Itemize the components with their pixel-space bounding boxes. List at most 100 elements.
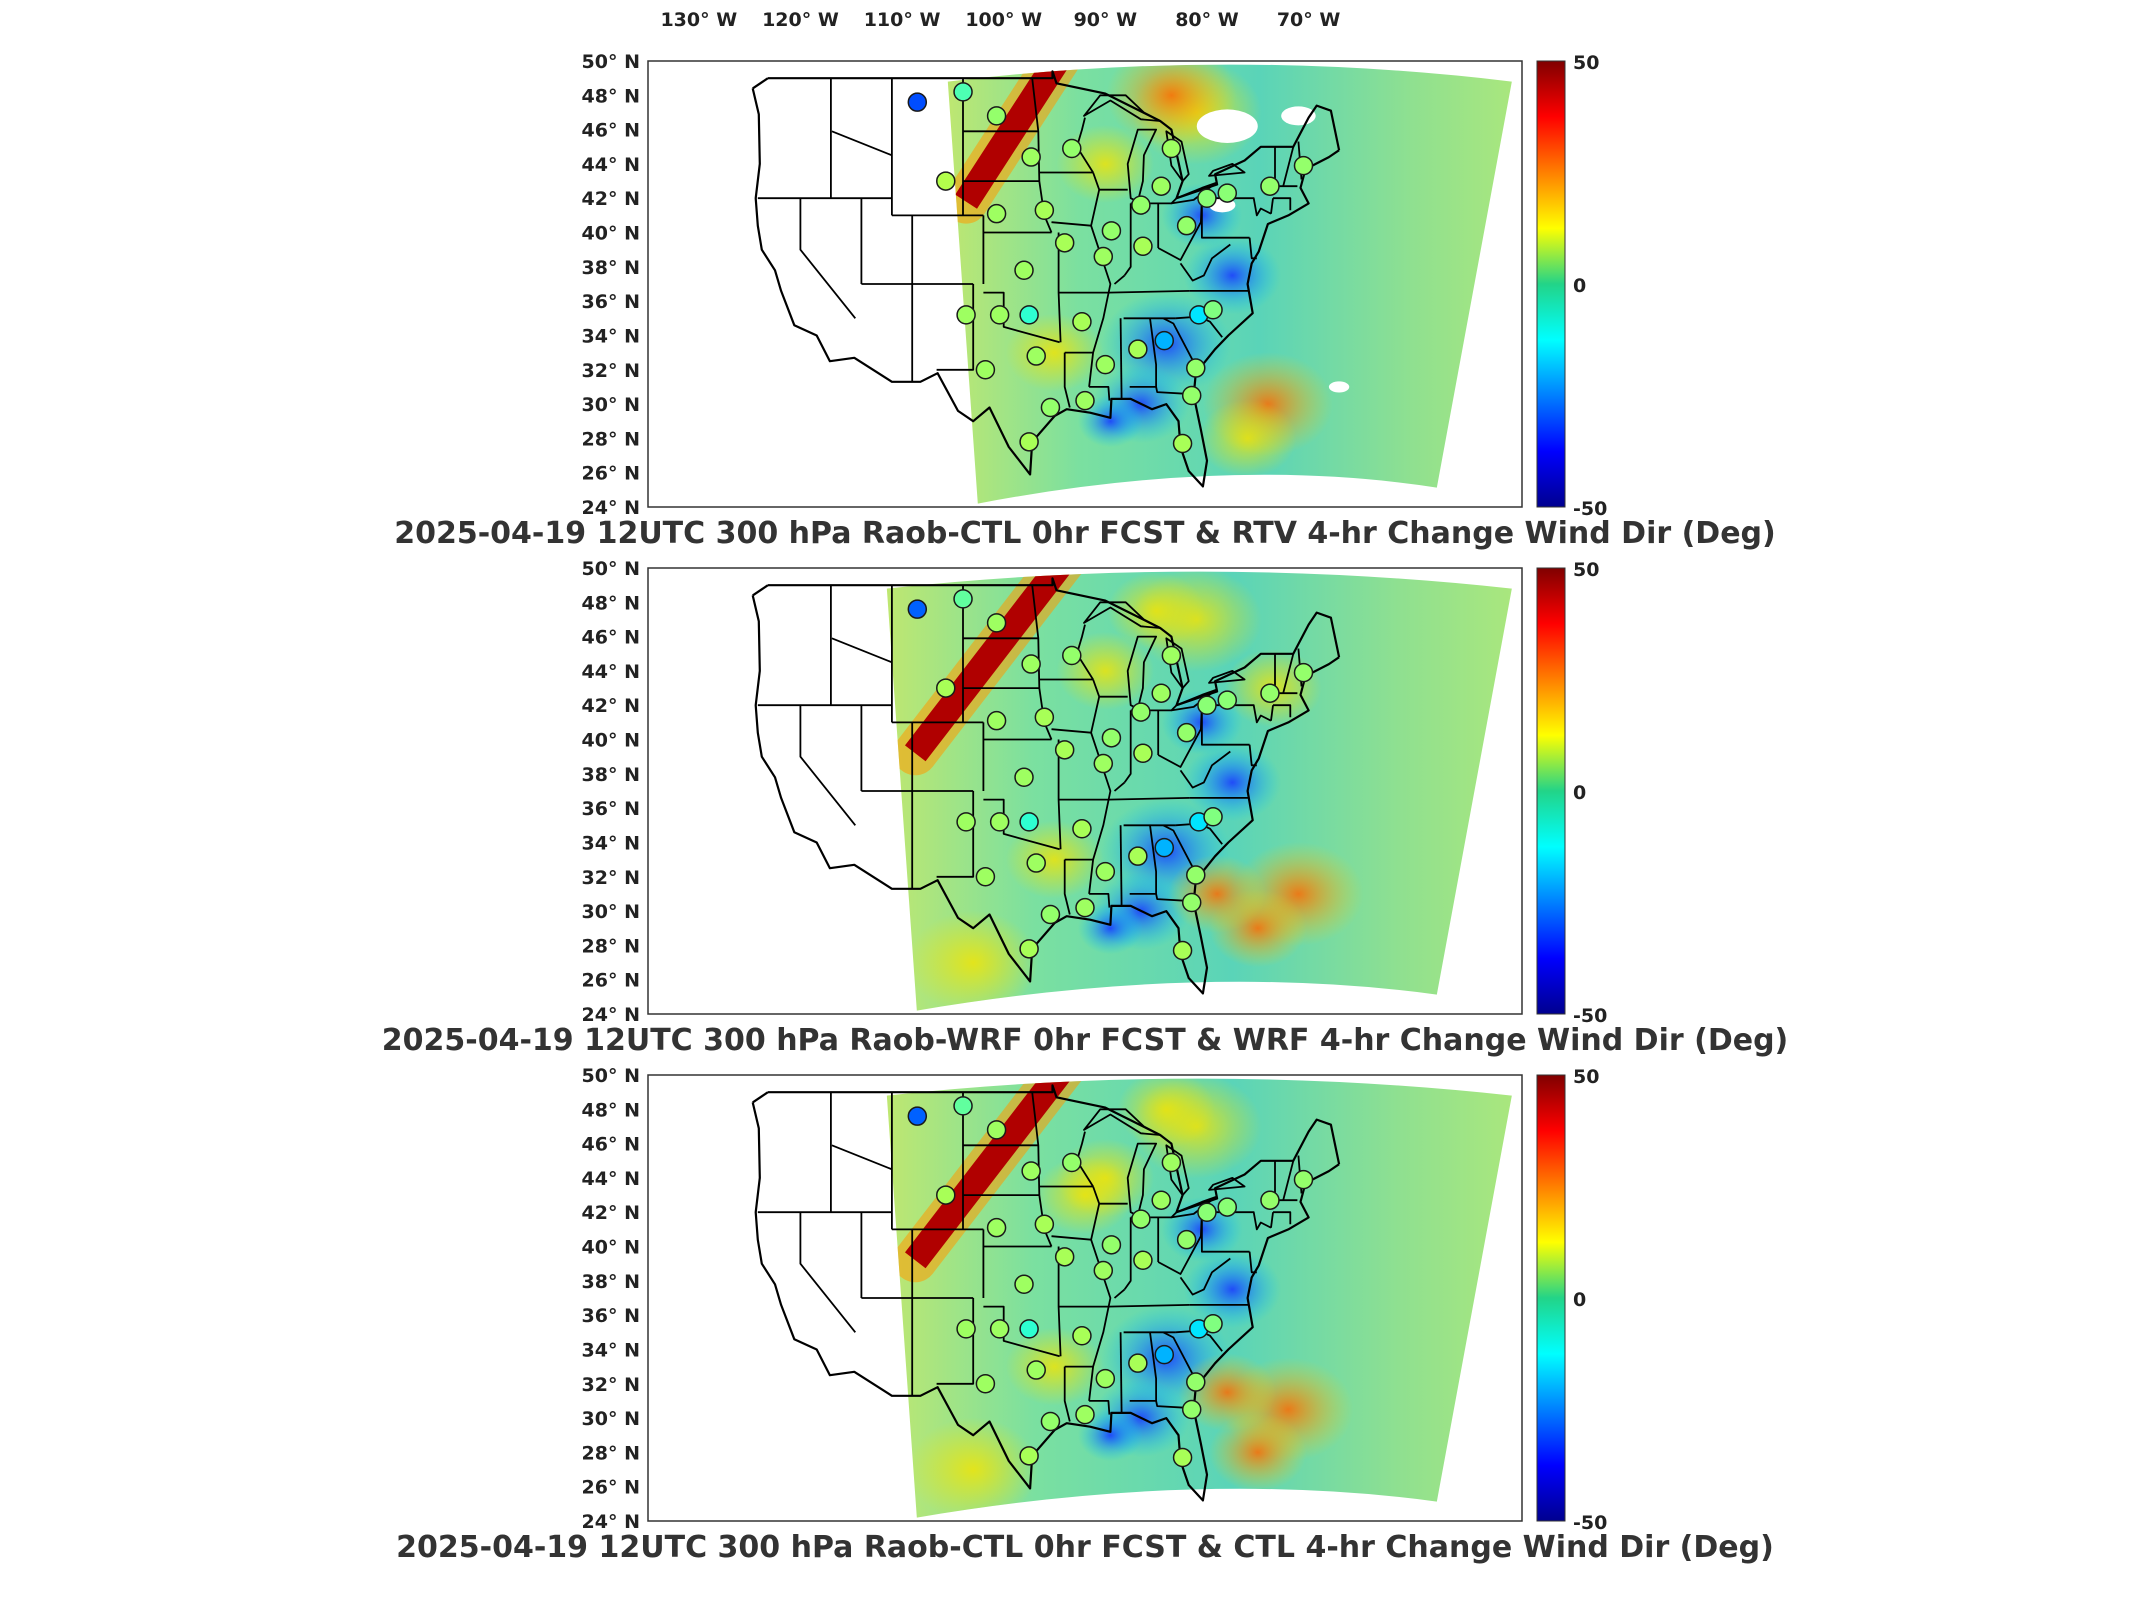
latitude-label: 32° N: [582, 867, 640, 889]
state-boundary: [1179, 1257, 1231, 1296]
latitude-label: 30° N: [582, 1408, 640, 1430]
state-boundary: [1179, 243, 1231, 282]
raob-station-marker: [1133, 743, 1153, 764]
raob-station-marker: [1131, 702, 1151, 722]
panel-title: 2025-04-19 12UTC 300 hPa Raob-CTL 0hr FC…: [396, 1530, 1774, 1565]
colorbar-tick-label: 0: [1573, 275, 1586, 297]
raob-station-marker: [1133, 1250, 1153, 1271]
great-lake: [1083, 94, 1162, 122]
state-boundary: [1123, 203, 1132, 276]
latitude-label: 34° N: [582, 1339, 640, 1361]
state-boundary: [1149, 1332, 1157, 1401]
state-boundary: [1270, 1212, 1274, 1228]
great-lake: [1208, 1177, 1246, 1191]
state-boundary: [1248, 237, 1257, 260]
great-lake: [1165, 130, 1190, 182]
state-boundary: [831, 637, 893, 664]
raob-station-marker: [989, 812, 1010, 832]
raob-station-marker: [1151, 176, 1171, 196]
latitude-label: 28° N: [582, 428, 640, 450]
raob-station-marker: [1197, 188, 1217, 208]
raob-station-marker: [1181, 1399, 1202, 1420]
latitude-label: 48° N: [582, 592, 640, 614]
state-boundary: [1051, 728, 1092, 734]
raob-station-marker: [1128, 339, 1148, 359]
raob-station-marker: [1019, 1319, 1039, 1339]
raob-station-marker: [1054, 740, 1075, 760]
raob-station-marker: [1176, 215, 1197, 236]
raob-station-marker: [1176, 722, 1197, 743]
raob-station-marker: [1186, 865, 1206, 885]
raob-station-marker: [1176, 1229, 1197, 1250]
raob-station-marker: [1054, 1247, 1075, 1267]
latitude-labels: 50° N 48° N 46° N 44° N 42° N 40° N 38° N 36° N…: [582, 51, 640, 519]
raob-station-marker: [1151, 1190, 1171, 1210]
state-boundary: [1270, 705, 1274, 721]
raob-stations: [907, 82, 1314, 454]
state-boundary: [1051, 1235, 1092, 1241]
state-boundary: [1076, 117, 1094, 173]
raob-station-marker: [1062, 138, 1082, 159]
state-boundary: [1209, 1211, 1272, 1231]
state-boundary: [1063, 1366, 1071, 1422]
raob-station-marker: [1186, 1372, 1206, 1392]
latitude-label: 30° N: [582, 394, 640, 416]
raob-station-marker: [936, 171, 956, 191]
latitude-label: 36° N: [582, 291, 640, 313]
raob-station-marker: [1101, 221, 1122, 241]
colorbar-tick-label: 0: [1573, 782, 1586, 804]
state-boundary: [1089, 386, 1111, 401]
raob-station-marker: [975, 867, 996, 887]
map-panel: 50° N 48° N 46° N 44° N 42° N 40° N 38° N 36° N…: [382, 558, 1789, 1058]
raob-station-marker: [1040, 904, 1061, 925]
coastline: [751, 1102, 1340, 1502]
raob-station-marker: [1186, 358, 1206, 378]
latitude-label: 50° N: [582, 1065, 640, 1087]
raob-station-marker: [1172, 940, 1193, 961]
latitude-labels: 50° N 48° N 46° N 44° N 42° N 40° N 38° N 36° N…: [582, 558, 640, 1026]
raob-station-marker: [975, 360, 996, 380]
canada-border: [752, 584, 769, 597]
raob-station-marker: [1197, 1202, 1217, 1222]
colorbar: [1536, 60, 1566, 508]
latitude-label: 36° N: [582, 798, 640, 820]
longitude-label: 120° W: [762, 9, 839, 31]
frontal-band: [904, 571, 1075, 762]
canada-border: [767, 70, 1341, 200]
raob-station-marker: [1154, 330, 1175, 351]
state-boundary: [831, 130, 893, 157]
raob-station-marker: [1021, 654, 1041, 674]
latitude-label: 44° N: [582, 1168, 640, 1190]
raob-station-marker: [1293, 662, 1314, 683]
raob-station-marker: [986, 710, 1007, 731]
longitude-label: 110° W: [864, 9, 941, 31]
raob-station-marker: [1161, 645, 1182, 666]
raob-station-marker: [986, 203, 1007, 224]
longitude-label: 70° W: [1277, 9, 1341, 31]
raob-station-marker: [1054, 233, 1075, 253]
state-boundary: [1149, 318, 1157, 387]
raob-station-marker: [989, 305, 1010, 325]
raob-station-marker: [1072, 818, 1092, 839]
great-lake: [1165, 1144, 1190, 1196]
raob-station-marker: [1034, 707, 1055, 727]
raob-station-marker: [1095, 354, 1116, 375]
latitude-label: 42° N: [582, 695, 640, 717]
state-boundary: [1282, 1160, 1295, 1201]
state-boundary: [1123, 1217, 1132, 1290]
raob-station-marker: [1040, 1411, 1061, 1432]
raob-station-marker: [1014, 767, 1034, 788]
raob-station-marker: [1172, 433, 1193, 454]
state-boundary: [1123, 710, 1132, 783]
great-lake: [1083, 1108, 1162, 1136]
state-boundary: [1119, 318, 1123, 399]
raob-station-marker: [1128, 1353, 1148, 1373]
state-boundary: [1149, 825, 1157, 894]
raob-station-marker: [1181, 385, 1202, 406]
great-lake: [1208, 163, 1246, 177]
raob-station-marker: [1019, 305, 1039, 325]
raob-station-marker: [1260, 176, 1280, 196]
latitude-label: 46° N: [582, 1134, 640, 1156]
state-boundary: [1129, 1400, 1187, 1409]
latitude-label: 24° N: [582, 1004, 640, 1026]
